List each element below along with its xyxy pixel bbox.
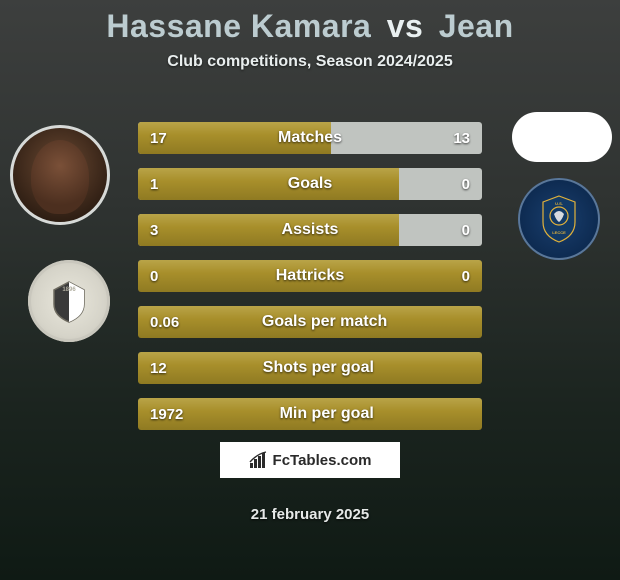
stat-label: Goals [170, 175, 449, 193]
player1-name: Hassane Kamara [106, 8, 371, 44]
stat-bar: 0.06Goals per match [138, 306, 482, 338]
bar-chart-icon [249, 451, 269, 469]
stat-bar: 0Hattricks0 [138, 260, 482, 292]
brand-text: FcTables.com [273, 452, 372, 469]
stat-value-right: 13 [441, 130, 482, 147]
stat-label: Assists [170, 221, 449, 239]
vs-text: vs [387, 8, 424, 44]
brand-badge: FcTables.com [220, 442, 400, 478]
stat-bar: 17Matches13 [138, 122, 482, 154]
svg-text:1896: 1896 [62, 287, 76, 293]
stat-bar: 3Assists0 [138, 214, 482, 246]
crest-icon: 1896 [46, 278, 92, 324]
stat-value-left: 1972 [138, 406, 195, 423]
stat-value-left: 1 [138, 176, 170, 193]
crest-icon: U.S. LECCE [539, 194, 579, 244]
stat-label: Hattricks [170, 267, 449, 285]
comparison-title: Hassane Kamara vs Jean [0, 0, 620, 45]
stat-value-right: 0 [450, 176, 482, 193]
stat-value-right: 0 [450, 222, 482, 239]
stat-bars: 17Matches131Goals03Assists00Hattricks00.… [138, 122, 482, 430]
stat-value-left: 17 [138, 130, 179, 147]
stat-value-left: 12 [138, 360, 179, 377]
player2-avatar [512, 112, 612, 162]
stat-value-left: 0.06 [138, 314, 191, 331]
stat-value-left: 0 [138, 268, 170, 285]
player2-name: Jean [439, 8, 514, 44]
stat-label: Matches [179, 129, 442, 147]
stat-bar: 12Shots per goal [138, 352, 482, 384]
stat-bar: 1Goals0 [138, 168, 482, 200]
svg-text:U.S.: U.S. [555, 201, 563, 206]
date-text: 21 february 2025 [251, 506, 369, 523]
player1-club-crest: 1896 [28, 260, 110, 342]
player2-club-crest: U.S. LECCE [518, 178, 600, 260]
stat-value-left: 3 [138, 222, 170, 239]
stat-value-right: 0 [450, 268, 482, 285]
stat-label: Goals per match [191, 313, 458, 331]
player1-avatar [10, 125, 110, 225]
stat-bar: 1972Min per goal [138, 398, 482, 430]
stat-label: Min per goal [195, 405, 458, 423]
stat-label: Shots per goal [179, 359, 458, 377]
subtitle: Club competitions, Season 2024/2025 [0, 53, 620, 71]
svg-text:LECCE: LECCE [552, 230, 566, 235]
